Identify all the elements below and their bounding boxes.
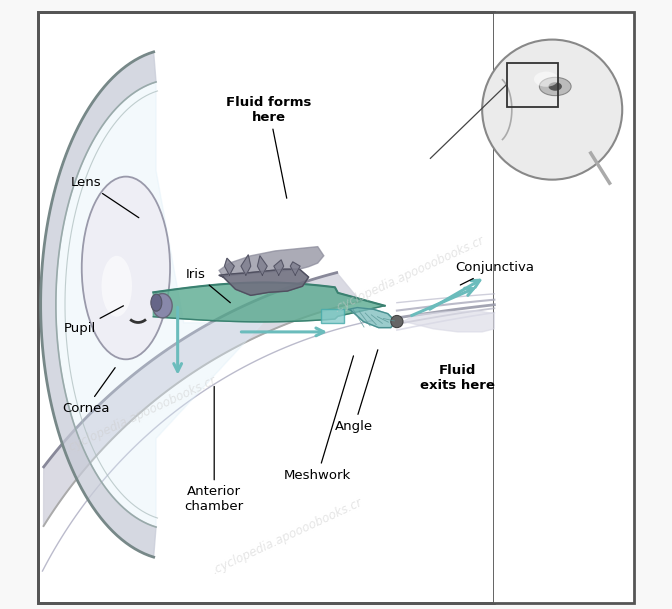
Polygon shape bbox=[348, 308, 396, 328]
Ellipse shape bbox=[534, 72, 558, 86]
Text: Cornea: Cornea bbox=[62, 368, 115, 415]
Ellipse shape bbox=[153, 294, 172, 318]
Text: Meshwork: Meshwork bbox=[284, 356, 353, 482]
Ellipse shape bbox=[82, 177, 170, 359]
Polygon shape bbox=[290, 262, 300, 275]
Bar bbox=[507, 63, 558, 107]
Text: Lens: Lens bbox=[71, 176, 139, 217]
Polygon shape bbox=[274, 260, 284, 275]
Polygon shape bbox=[219, 269, 308, 295]
Ellipse shape bbox=[548, 82, 562, 91]
Polygon shape bbox=[56, 82, 263, 527]
Polygon shape bbox=[403, 311, 495, 332]
Circle shape bbox=[482, 40, 622, 180]
Text: Anterior
chamber: Anterior chamber bbox=[185, 387, 244, 513]
Ellipse shape bbox=[101, 256, 132, 317]
Text: Pupil: Pupil bbox=[64, 306, 124, 336]
Polygon shape bbox=[219, 247, 324, 277]
FancyBboxPatch shape bbox=[38, 12, 495, 603]
Polygon shape bbox=[153, 283, 384, 322]
Circle shape bbox=[391, 315, 403, 328]
Polygon shape bbox=[44, 273, 360, 526]
Ellipse shape bbox=[151, 294, 162, 311]
Text: .cyclopedia.apoooobooks.cr: .cyclopedia.apoooobooks.cr bbox=[64, 373, 218, 455]
Polygon shape bbox=[224, 258, 235, 275]
Text: Fluid
exits here: Fluid exits here bbox=[421, 364, 495, 392]
Polygon shape bbox=[241, 255, 251, 275]
Text: Conjunctiva: Conjunctiva bbox=[455, 261, 534, 285]
Text: .cyclopedia.apoooobooks.cr: .cyclopedia.apoooobooks.cr bbox=[210, 495, 365, 577]
Text: Fluid forms
here: Fluid forms here bbox=[226, 96, 312, 199]
Text: Angle: Angle bbox=[335, 350, 378, 433]
Polygon shape bbox=[41, 52, 156, 557]
FancyBboxPatch shape bbox=[495, 12, 634, 603]
Ellipse shape bbox=[540, 77, 571, 96]
FancyBboxPatch shape bbox=[321, 309, 344, 323]
Text: Iris: Iris bbox=[186, 267, 230, 303]
Polygon shape bbox=[257, 256, 267, 275]
Text: .cyclopedia.apoooobooks.cr: .cyclopedia.apoooobooks.cr bbox=[332, 233, 487, 315]
